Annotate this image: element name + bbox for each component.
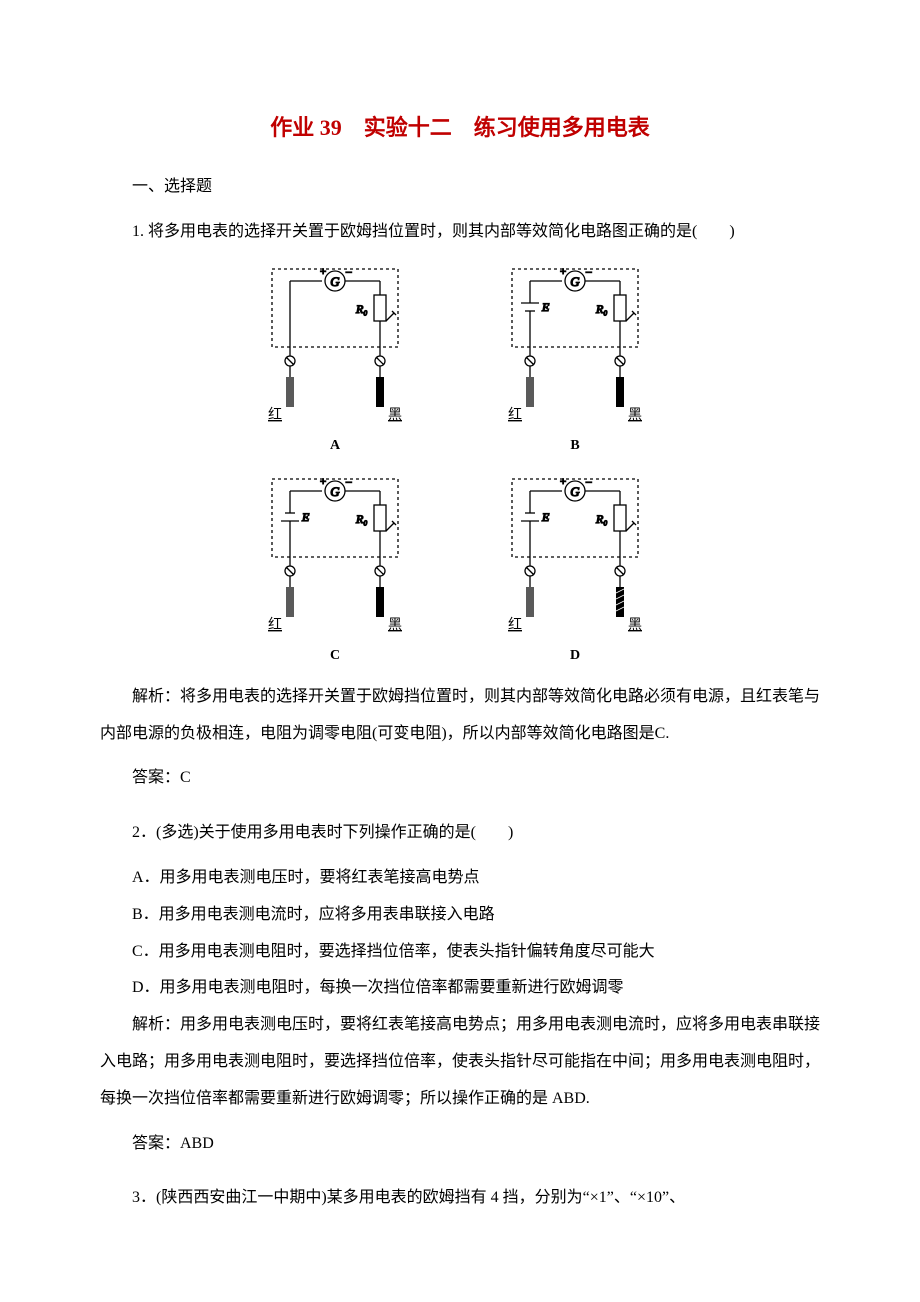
q1-answer: 答案：C — [100, 760, 820, 797]
svg-text:+: + — [320, 266, 326, 278]
svg-text:+: + — [320, 476, 326, 488]
svg-text:R₀: R₀ — [595, 302, 608, 316]
circuit-C: G + – R₀ — [250, 471, 420, 661]
circuit-D: G + – R₀ E — [490, 471, 660, 661]
circuit-B: G + – R₀ — [490, 261, 660, 451]
q2-option-A: A．用多用电表测电压时，要将红表笔接高电势点 — [100, 860, 820, 897]
circuit-label-C: C — [250, 648, 420, 664]
svg-text:+: + — [560, 476, 566, 488]
svg-text:E: E — [541, 510, 550, 524]
q1-explanation: 解析：将多用电表的选择开关置于欧姆挡位置时，则其内部等效简化电路必须有电源，且红… — [100, 679, 820, 753]
svg-text:R₀: R₀ — [595, 512, 608, 526]
circuit-A: G + – R₀ — [250, 261, 420, 451]
svg-text:+: + — [560, 266, 566, 278]
q2-option-B: B．用多用电表测电流时，应将多用表串联接入电路 — [100, 897, 820, 934]
q2-answer: 答案：ABD — [100, 1126, 820, 1163]
svg-text:G: G — [570, 274, 580, 289]
svg-text:–: – — [585, 476, 592, 488]
svg-text:红: 红 — [268, 407, 282, 423]
q2-option-C: C．用多用电表测电阻时，要选择挡位倍率，使表头指针偏转角度尽可能大 — [100, 934, 820, 971]
svg-text:黑: 黑 — [388, 618, 402, 633]
q3-stem: 3．(陕西西安曲江一中期中)某多用电表的欧姆挡有 4 挡，分别为“×1”、“×1… — [100, 1180, 820, 1217]
q1-stem: 1. 将多用电表的选择开关置于欧姆挡位置时，则其内部等效简化电路图正确的是( ) — [100, 214, 820, 251]
svg-text:R₀: R₀ — [355, 512, 368, 526]
section-heading: 一、选择题 — [100, 172, 820, 196]
svg-text:R₀: R₀ — [355, 302, 368, 316]
q1-diagram-wrap: G + – R₀ — [100, 261, 820, 661]
svg-text:E: E — [541, 300, 550, 314]
q2-stem: 2．(多选)关于使用多用电表时下列操作正确的是( ) — [100, 815, 820, 852]
circuit-label-A: A — [250, 438, 420, 454]
svg-text:红: 红 — [508, 407, 522, 423]
svg-text:红: 红 — [268, 617, 282, 633]
svg-text:E: E — [301, 510, 310, 524]
svg-text:G: G — [570, 484, 580, 499]
svg-text:黑: 黑 — [628, 618, 642, 633]
svg-text:G: G — [330, 484, 340, 499]
svg-text:–: – — [585, 266, 592, 278]
q2-explanation: 解析：用多用电表测电压时，要将红表笔接高电势点；用多用电表测电流时，应将多用电表… — [100, 1007, 820, 1117]
circuit-label-D: D — [490, 648, 660, 664]
page: 作业 39 实验十二 练习使用多用电表 一、选择题 1. 将多用电表的选择开关置… — [0, 0, 920, 1302]
svg-text:–: – — [345, 476, 352, 488]
q1-diagram-grid: G + – R₀ — [250, 261, 670, 661]
svg-text:红: 红 — [508, 617, 522, 633]
q2-option-D: D．用多用电表测电阻时，每换一次挡位倍率都需要重新进行欧姆调零 — [100, 970, 820, 1007]
svg-text:黑: 黑 — [388, 408, 402, 423]
circuit-label-B: B — [490, 438, 660, 454]
svg-text:黑: 黑 — [628, 408, 642, 423]
doc-title: 作业 39 实验十二 练习使用多用电表 — [100, 110, 820, 142]
svg-text:G: G — [330, 274, 340, 289]
svg-text:–: – — [345, 266, 352, 278]
